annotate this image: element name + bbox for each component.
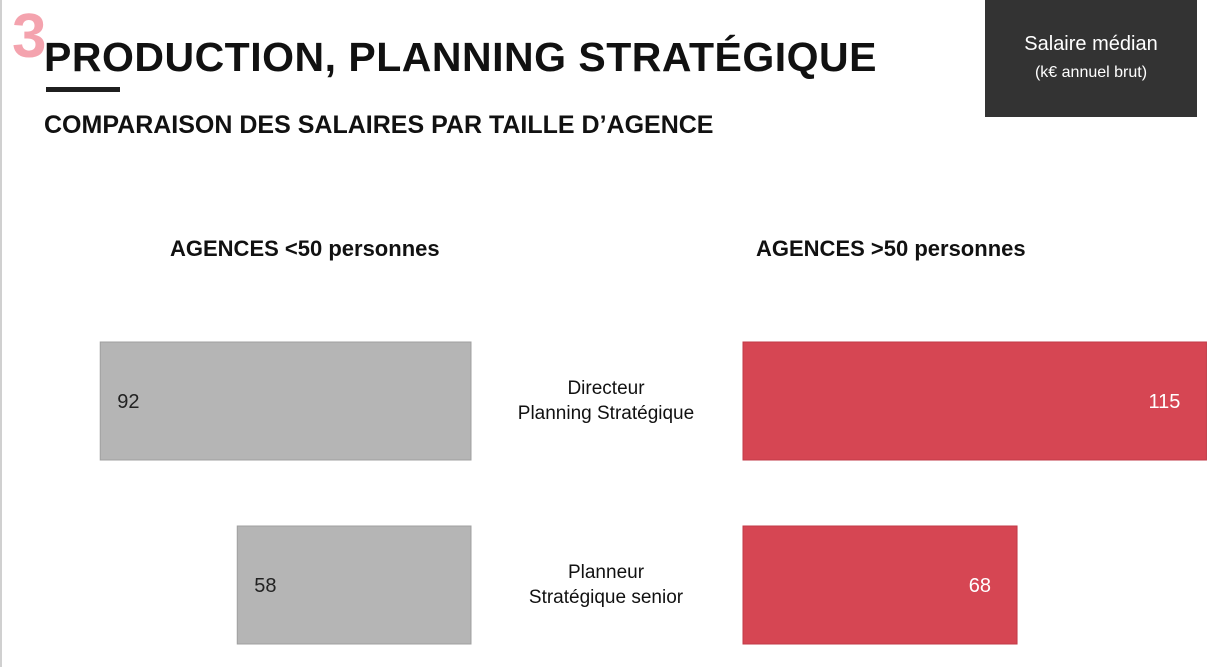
page-title: PRODUCTION, PLANNING STRATÉGIQUE [44,34,877,80]
value-label-large-agency-1: 68 [969,575,991,597]
bar-small-agency-1 [236,525,472,645]
category-label-line: Stratégique senior [528,587,684,608]
bar-large-agency-0 [742,341,1207,461]
category-label-1: Planneur Stratégique senior [476,560,736,610]
value-label-small-agency-1: 58 [254,575,276,597]
value-label-small-agency-0: 92 [117,391,139,413]
left-group-heading: AGENCES <50 personnes [170,236,440,261]
section-number: 3 [12,2,47,71]
right-group-heading: AGENCES >50 personnes [756,236,1026,261]
bar-large-agency-1 [742,525,1018,645]
category-label-line: Planneur [567,562,645,583]
category-label-0: Directeur Planning Stratégique [476,376,736,426]
title-underline [46,87,120,92]
legend-unit: (k€ annuel brut) [1034,64,1148,81]
category-label-line: Planning Stratégique [517,403,695,424]
legend-box: Salaire médian (k€ annuel brut) [985,0,1197,117]
value-label-large-agency-0: 115 [1149,391,1181,413]
legend-title: Salaire médian [1024,33,1158,55]
bar-small-agency-0 [99,341,472,461]
page-left-edge [0,0,2,667]
page-subtitle: COMPARAISON DES SALAIRES PAR TAILLE D’AG… [44,111,714,139]
category-label-line: Directeur [567,378,645,399]
